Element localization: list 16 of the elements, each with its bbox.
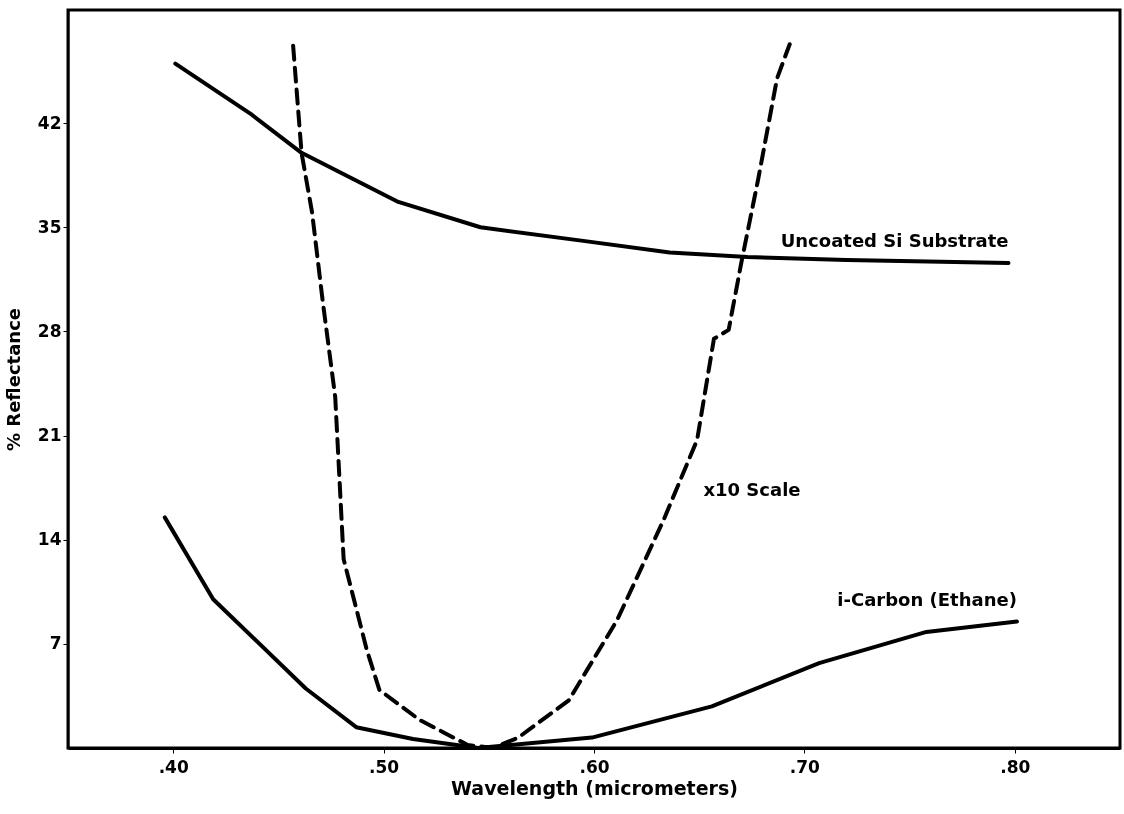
- x-tick-label: .70: [789, 756, 821, 777]
- x-tick-label: .60: [579, 756, 610, 777]
- series-label: i-Carbon (Ethane): [837, 588, 1017, 610]
- series-label: x10 Scale: [703, 479, 801, 501]
- y-tick-label: 28: [37, 320, 62, 341]
- x-axis-title: Wavelength (micrometers): [451, 776, 738, 799]
- x-tick-label: .40: [158, 756, 189, 777]
- series-label: Uncoated Si Substrate: [780, 229, 1009, 251]
- y-tick-label: 21: [37, 425, 62, 446]
- y-tick-label: 14: [37, 529, 62, 550]
- y-tick-label: 42: [37, 112, 62, 133]
- x-tick-label: .50: [369, 756, 400, 777]
- y-tick-label: 35: [37, 216, 62, 237]
- x-tick-label: .80: [1000, 756, 1031, 777]
- y-tick-label: 7: [49, 633, 62, 654]
- y-axis-title: % Reflectance: [2, 307, 24, 452]
